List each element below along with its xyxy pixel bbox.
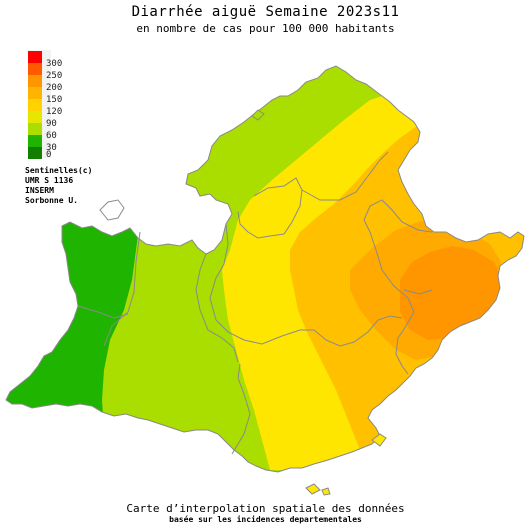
- region-outline: [5, 65, 525, 473]
- legend-swatch-150: [28, 87, 42, 99]
- coastal-islands: [305, 433, 387, 496]
- legend-label-200: 200: [46, 83, 63, 93]
- department-borders: [77, 151, 433, 455]
- credit-line: Sentinelles(c): [25, 166, 93, 175]
- legend-swatch-60: [28, 123, 42, 135]
- legend-swatch-200: [28, 75, 42, 87]
- credit-line: INSERM: [25, 186, 54, 195]
- credit-line: Sorbonne U.: [25, 196, 78, 205]
- legend-swatch-120: [28, 99, 42, 111]
- legend-label-300: 300: [46, 59, 63, 69]
- legend-swatch-30: [28, 135, 42, 147]
- legend-swatch-90: [28, 111, 42, 123]
- footer-subcaption: basée sur les incidences departementales: [169, 515, 362, 524]
- legend-label-30: 30: [46, 143, 57, 153]
- legend-label-120: 120: [46, 107, 63, 117]
- legend-label-250: 250: [46, 71, 63, 81]
- enclave-outline: [99, 199, 125, 221]
- legend-swatch-250: [28, 63, 42, 75]
- legend-swatch-300: [28, 51, 42, 63]
- map-title: Diarrhée aiguë Semaine 2023s11: [131, 4, 400, 20]
- credits-block: Sentinelles(c) UMR S 1136 INSERM Sorbonn…: [25, 166, 92, 206]
- enclave-small: [251, 109, 265, 121]
- legend-label-60: 60: [46, 131, 57, 141]
- legend-label-0: 0: [46, 150, 52, 160]
- legend-swatch-0: [28, 147, 42, 159]
- legend-label-150: 150: [46, 95, 63, 105]
- legend-label-90: 90: [46, 119, 57, 129]
- footer-caption: Carte d’interpolation spatiale des donné…: [126, 502, 405, 515]
- map-subtitle: en nombre de cas pour 100 000 habitants: [136, 22, 395, 35]
- credit-line: UMR S 1136: [25, 176, 74, 185]
